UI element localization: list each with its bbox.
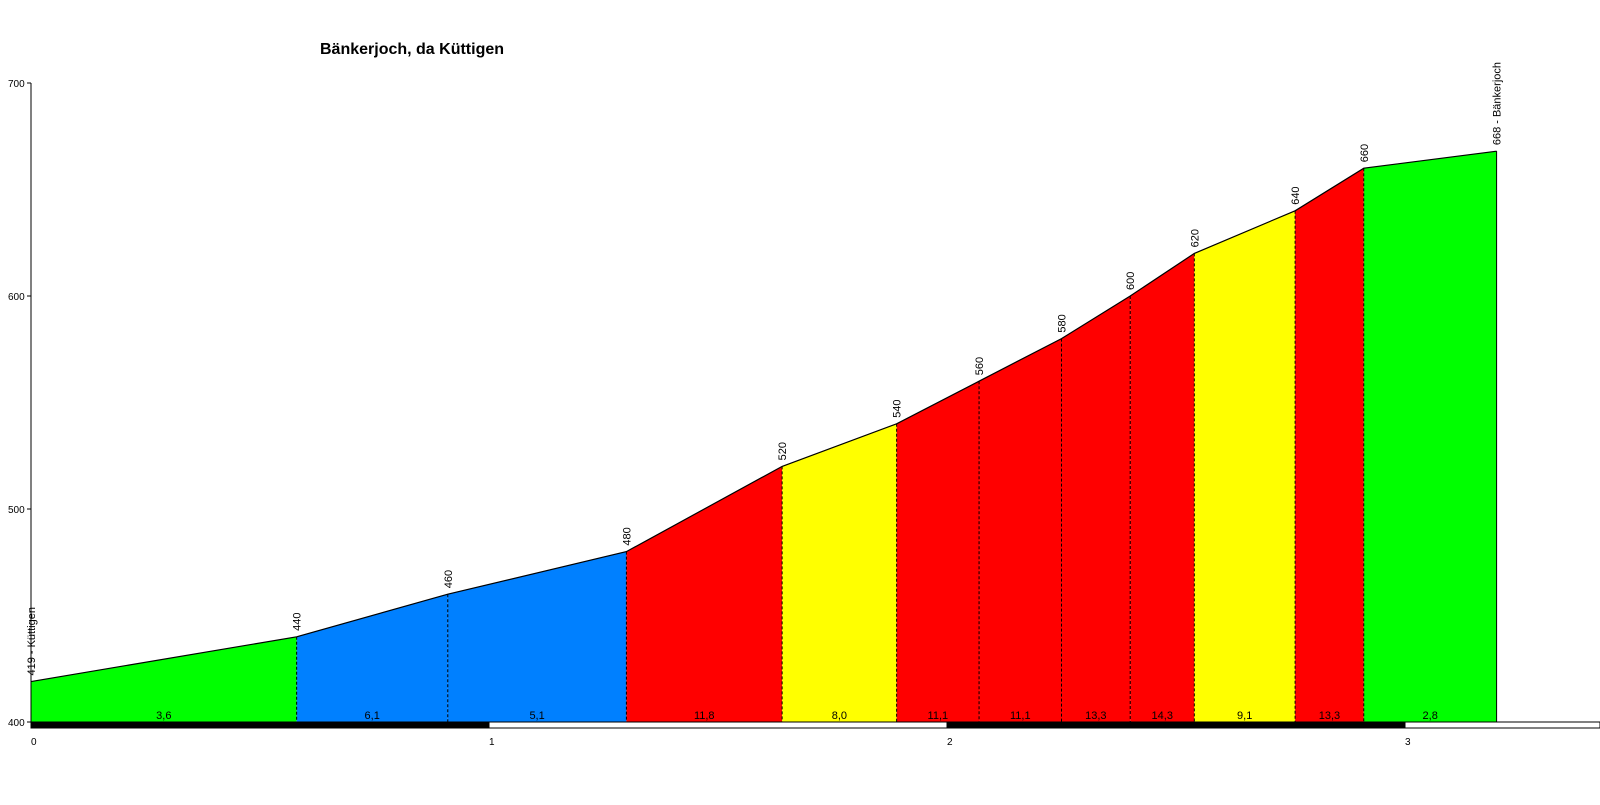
x-scale-bar-block: [30, 721, 490, 729]
y-tick-label: 700: [8, 79, 25, 90]
grade-label: 14,3: [1152, 710, 1173, 722]
elevation-label: 580: [1057, 314, 1069, 332]
segment-area: [1363, 151, 1497, 722]
elevation-label: 419 - Küttigen: [26, 607, 38, 676]
segment-area: [979, 338, 1062, 722]
elevation-label: 460: [443, 570, 455, 588]
segment-area: [296, 594, 448, 722]
segment-area: [626, 466, 783, 722]
elevation-label: 668 - Bänkerjoch: [1492, 62, 1504, 145]
x-tick-label: 3: [1405, 737, 1411, 748]
y-tick-label: 400: [8, 718, 25, 729]
axes: 400 500 600 700 0 1 2 3: [8, 79, 1600, 748]
y-tick-label: 600: [8, 292, 25, 303]
elevation-label: 640: [1290, 186, 1302, 204]
segment-area: [447, 551, 627, 722]
x-scale-bar-block: [488, 721, 948, 729]
segment-area: [1194, 210, 1296, 723]
x-tick-label: 0: [31, 737, 37, 748]
elevation-label: 520: [777, 442, 789, 460]
elevation-label: 660: [1359, 144, 1371, 162]
profile-line: [30, 150, 1497, 683]
segment-area: [1130, 253, 1195, 722]
grade-label: 2,8: [1423, 710, 1438, 722]
elevation-label: 480: [621, 527, 633, 545]
segment-area: [896, 381, 980, 722]
elevation-label: 560: [974, 357, 986, 375]
elevation-label: 620: [1189, 229, 1201, 247]
grade-label: 5,1: [529, 710, 544, 722]
segment-area: [1295, 168, 1364, 722]
gradient-segments: 3,6 6,1 5,1 11,8 8,0 11,1 11,1 13,3 14,3 9,1 13,3 2…: [30, 150, 1498, 723]
x-tick-label: 1: [489, 737, 495, 748]
grade-label: 3,6: [156, 710, 171, 722]
y-tick-label: 500: [8, 505, 25, 516]
grade-label: 8,0: [832, 710, 847, 722]
elevation-label: 440: [292, 612, 304, 630]
grade-label: 11,1: [1010, 710, 1031, 722]
elevation-labels: 419 - Küttigen 440 460 480 520 540 560 580 600 62…: [26, 62, 1504, 676]
elevation-label: 600: [1125, 272, 1137, 290]
x-tick-label: 2: [947, 737, 953, 748]
x-scale-bar-block: [946, 721, 1406, 729]
grade-label: 9,1: [1237, 710, 1252, 722]
grade-label: 13,3: [1319, 710, 1340, 722]
segment-area: [31, 636, 297, 722]
elevation-label: 540: [892, 399, 904, 417]
x-scale-bar-block: [1404, 721, 1600, 729]
segment-area: [782, 423, 897, 722]
grade-label: 13,3: [1085, 710, 1106, 722]
grade-label: 11,8: [694, 710, 715, 722]
chart-title: Bänkerjoch, da Küttigen: [320, 41, 504, 58]
segment-area: [1061, 296, 1131, 722]
grade-label: 6,1: [365, 710, 380, 722]
grade-label: 11,1: [928, 710, 949, 722]
